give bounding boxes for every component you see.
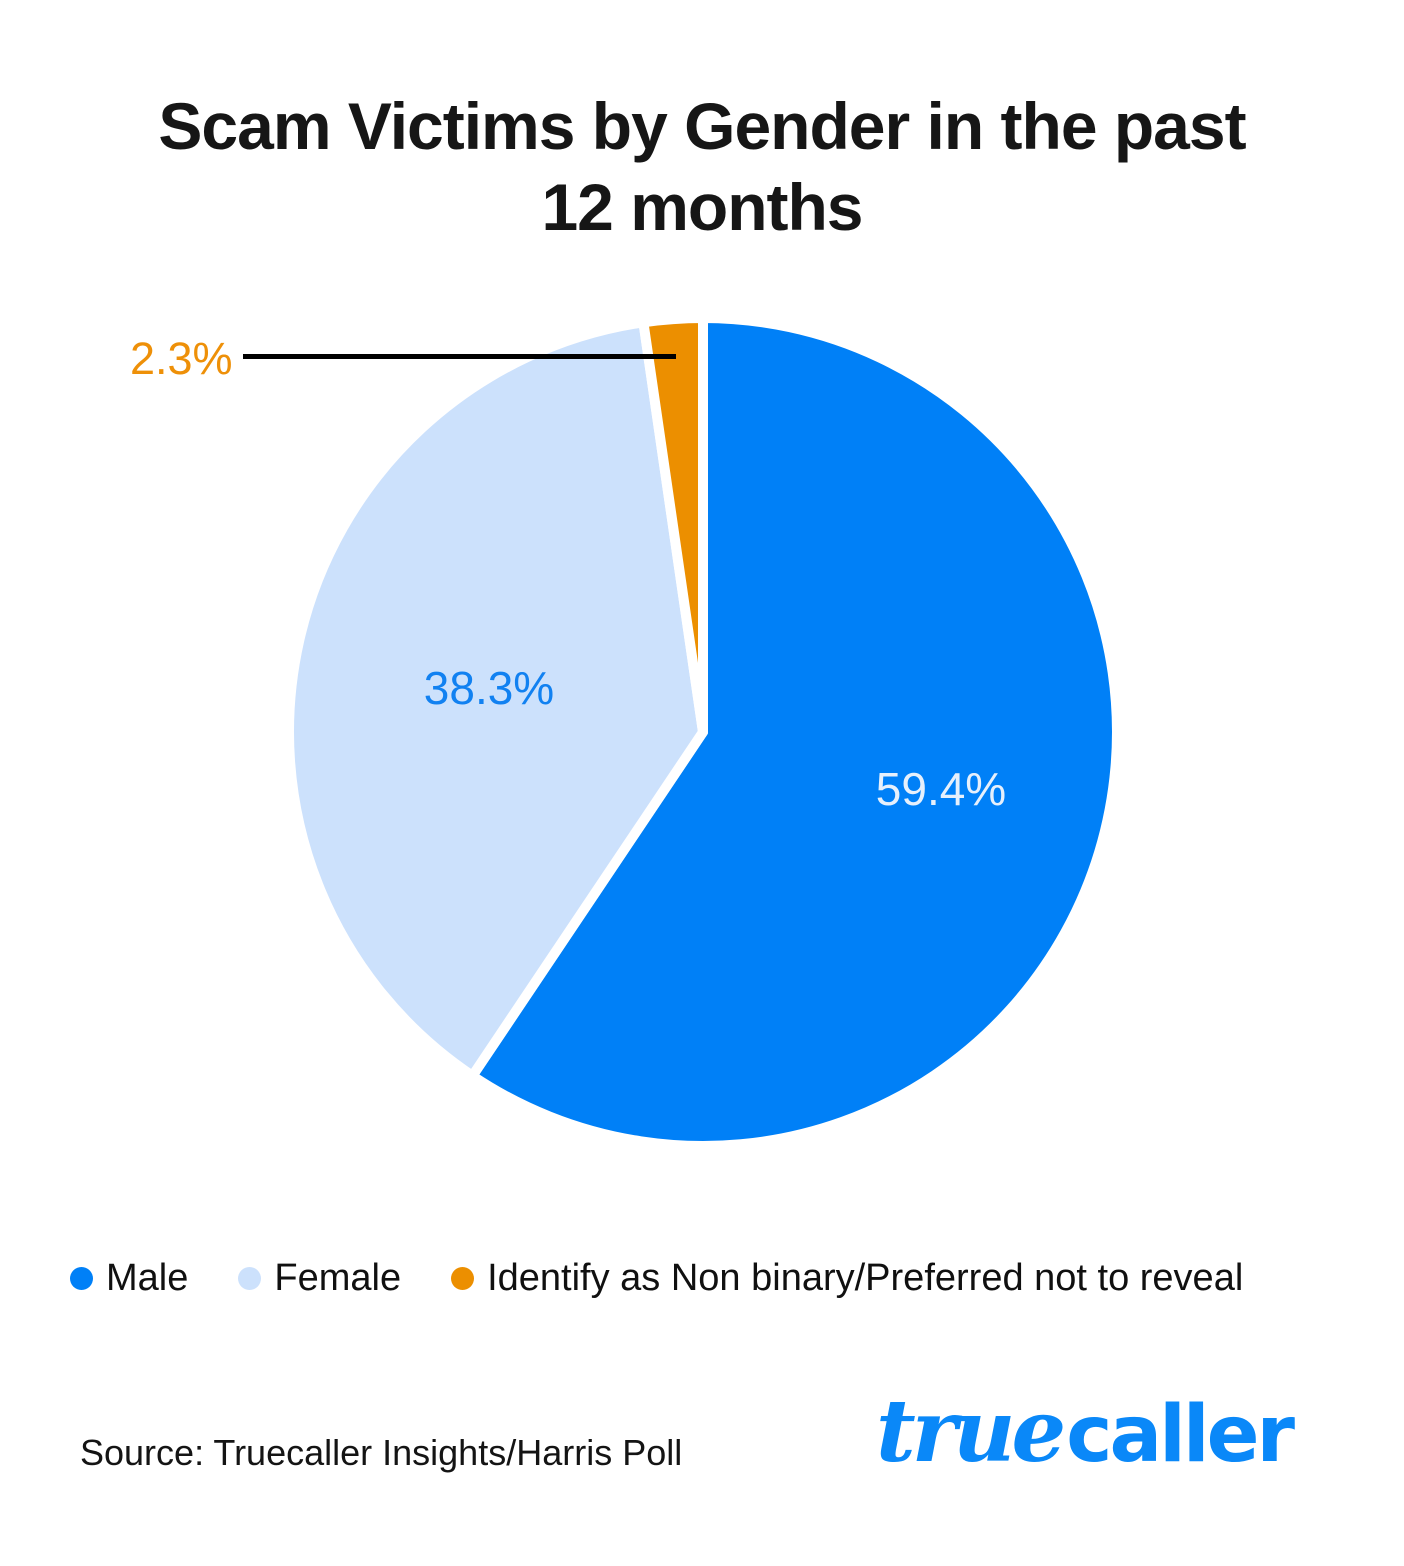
truecaller-logo: true caller [876,1381,1295,1482]
legend: Male Female Identify as Non binary/Prefe… [70,1257,1364,1300]
legend-dot-female-icon [238,1267,262,1290]
legend-label-nonbinary: Identify as Non binary/Preferred not to … [487,1257,1244,1299]
pie-slice-male [467,313,1122,1151]
truecaller-logo-script-part: true [876,1381,1066,1482]
chart-title-line1: Scam Victims by Gender in the past [158,89,1246,163]
legend-item-female: Female [238,1257,401,1300]
legend-label-female: Female [274,1257,402,1299]
source-attribution: Source: Truecaller Insights/Harris Poll [80,1432,683,1473]
slice-label-female: 38.3% [423,662,555,714]
pie-svg [283,313,1122,1151]
chart-title-line2: 12 months [541,170,863,245]
legend-item-male: Male [70,1257,188,1300]
pie-chart [283,312,1123,1152]
slice-label-male: 59.4% [875,763,1007,815]
pie-slice-female [283,317,708,1081]
legend-dot-nonbinary-icon [451,1267,475,1290]
chart-title: Scam Victims by Gender in the past 12 mo… [0,86,1404,248]
legend-label-male: Male [106,1257,189,1299]
legend-item-nonbinary: Identify as Non binary/Preferred not to … [451,1257,1243,1300]
pie-slice-identify-as-non-binary-preferred-not-to-reveal [638,313,708,737]
slice-label-nonbinary: 2.3% [130,333,233,384]
callout-leader-line [243,354,676,359]
legend-dot-male-icon [70,1267,93,1290]
truecaller-logo-bold-part: caller [1066,1390,1295,1480]
